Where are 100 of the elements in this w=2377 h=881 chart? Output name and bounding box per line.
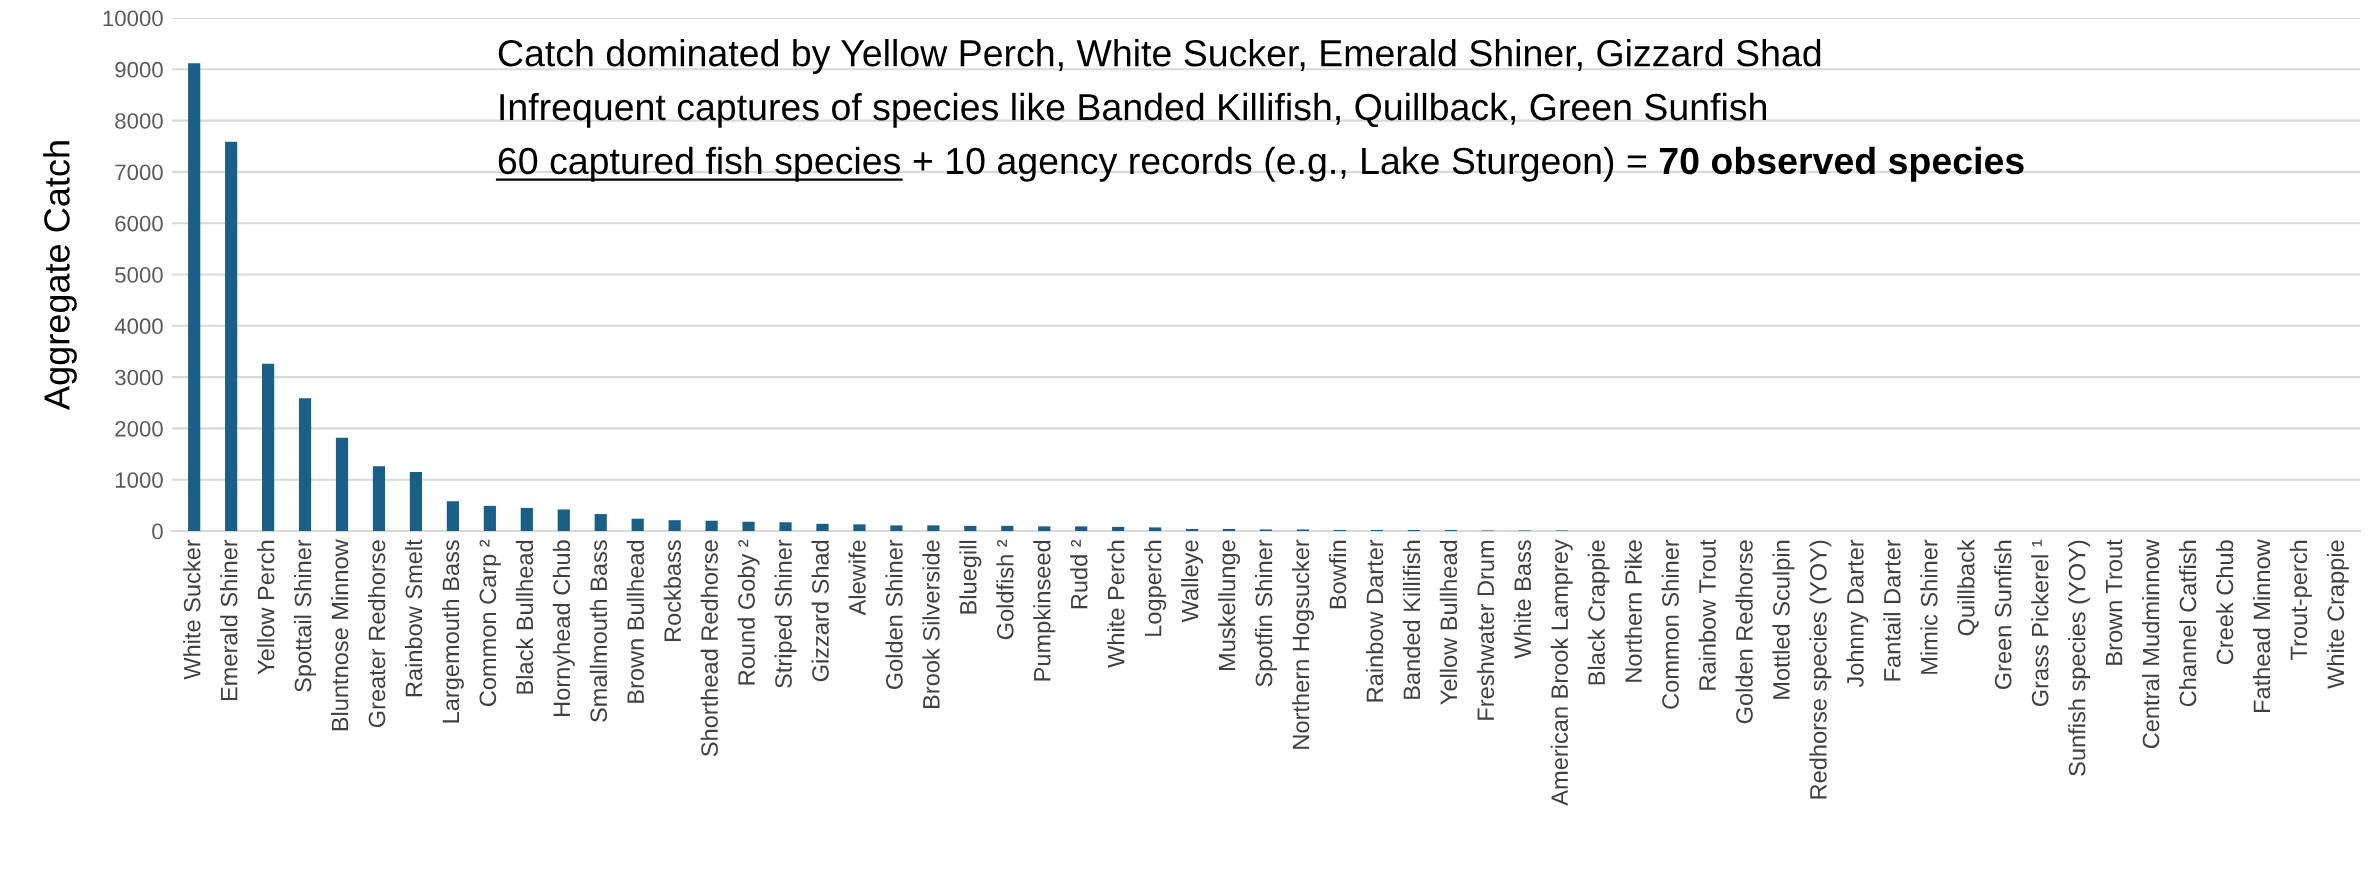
x-tick-label: White Crappie bbox=[2326, 540, 2349, 689]
bar bbox=[927, 525, 940, 531]
y-tick-label: 5000 bbox=[115, 267, 163, 283]
x-tick-label: Largemouth Bass bbox=[441, 540, 464, 723]
x-tick-label: Mottled Sculpin bbox=[1772, 540, 1795, 699]
bar bbox=[520, 507, 533, 531]
x-tick-label: Northern Hogsucker bbox=[1291, 539, 1314, 749]
x-tick-label: Brown Trout bbox=[2105, 539, 2123, 665]
bar bbox=[188, 63, 201, 531]
x-tick-label: American Brook Lamprey bbox=[1550, 539, 1573, 806]
x-tick-label: Smallmouth Bass bbox=[589, 540, 608, 722]
x-tick-label: Round Goby ² bbox=[737, 539, 760, 685]
x-tick-label: White Sucker bbox=[183, 539, 201, 680]
x-tick-label: Rudd ² bbox=[1070, 539, 1088, 609]
bar bbox=[372, 466, 386, 531]
bar bbox=[409, 472, 423, 531]
x-tick-label: Greater Redhorse bbox=[367, 540, 386, 728]
x-tick-label: Golden Redhorse bbox=[1735, 540, 1753, 724]
bar bbox=[335, 437, 349, 531]
annotation: + 10 agency records (e.g., Lake Sturgeon) = bbox=[913, 146, 1646, 182]
x-tick-label: Fantail Darter bbox=[1883, 539, 1901, 681]
annotation: 60 captured fish species bbox=[498, 146, 900, 182]
x-tick-label: Spottail Shiner bbox=[294, 539, 317, 692]
bar bbox=[890, 525, 903, 531]
bar bbox=[1075, 526, 1088, 531]
y-tick-label: 0 bbox=[152, 523, 163, 540]
y-tick-label: 4000 bbox=[114, 318, 163, 335]
x-tick-label: Bluntnose Minnow bbox=[331, 539, 349, 731]
x-tick-label: Redhorse species (YOY) bbox=[1809, 540, 1832, 799]
y-tick-label: 7000 bbox=[115, 164, 163, 181]
x-tick-label: Trout-perch bbox=[2289, 540, 2312, 660]
x-tick-label: White Perch bbox=[1107, 540, 1125, 668]
x-tick-label: Spotfin Shiner bbox=[1254, 539, 1278, 687]
bar bbox=[1038, 526, 1051, 531]
x-tick-label: Pumpkinseed bbox=[1033, 540, 1056, 681]
x-tick-label: Logperch bbox=[1144, 540, 1167, 636]
bar bbox=[742, 521, 755, 531]
annotation: Catch dominated by Yellow Perch, White Sucker, Emerald Shiner, Gizzard Shad bbox=[498, 39, 1821, 74]
bar bbox=[1112, 526, 1125, 531]
bar bbox=[705, 520, 718, 531]
bar bbox=[816, 523, 829, 531]
x-tick-label: Gizzard Shad bbox=[811, 540, 829, 682]
x-tick-label: Common Shiner bbox=[1661, 539, 1679, 709]
x-tick-label: Banded Killifish bbox=[1402, 540, 1421, 699]
x-tick-label: Walleye bbox=[1181, 540, 1204, 623]
bar bbox=[631, 518, 644, 531]
bar bbox=[594, 514, 607, 531]
x-tick-label: Green Sunfish bbox=[1994, 540, 2012, 690]
y-tick-label: 1000 bbox=[115, 472, 163, 488]
x-tick-label: Hornyhead Chub bbox=[552, 540, 575, 716]
x-tick-label: Goldfish ² bbox=[996, 539, 1014, 640]
y-tick-label: 2000 bbox=[115, 420, 163, 437]
x-tick-label: Striped Shiner bbox=[774, 539, 797, 688]
bar bbox=[557, 509, 570, 531]
bar bbox=[964, 525, 977, 531]
bar bbox=[262, 363, 275, 531]
bar bbox=[1185, 528, 1199, 531]
x-tick-label: Rainbow Smelt bbox=[404, 539, 423, 697]
x-tick-label: Fathead Minnow bbox=[2252, 539, 2271, 712]
x-tick-label: Quillback bbox=[1957, 539, 1979, 636]
bar bbox=[668, 520, 681, 531]
bar bbox=[446, 501, 459, 531]
x-tick-label: Sunfish species (YOY) bbox=[2068, 540, 2091, 776]
x-tick-label: Northern Pike bbox=[1624, 540, 1642, 682]
x-tick-label: Creek Chub bbox=[2215, 540, 2234, 665]
x-tick-label: Grass Pickerel ¹ bbox=[2031, 539, 2049, 707]
bar bbox=[1001, 525, 1014, 531]
x-tick-label: White Bass bbox=[1513, 540, 1532, 659]
y-tick-label: 10000 bbox=[103, 10, 163, 27]
bar bbox=[779, 522, 792, 531]
x-tick-label: Mimic Shiner bbox=[1920, 539, 1938, 674]
annotation: 70 observed species bbox=[1659, 146, 2024, 182]
bar bbox=[225, 141, 238, 531]
bar bbox=[483, 505, 496, 531]
x-tick-label: Johnny Darter bbox=[1846, 539, 1869, 688]
x-tick-label: Freshwater Drum bbox=[1476, 540, 1495, 720]
x-tick-label: Bowfin bbox=[1328, 540, 1347, 609]
x-tick-label: Common Carp ² bbox=[479, 539, 501, 707]
y-tick-label: 8000 bbox=[115, 113, 163, 129]
bar bbox=[298, 398, 312, 531]
x-tick-label: Rainbow Trout bbox=[1698, 539, 1716, 690]
x-tick-label: Central Mudminnow bbox=[2142, 539, 2160, 749]
y-tick-label: 3000 bbox=[115, 369, 163, 386]
x-tick-label: Black Crappie bbox=[1587, 540, 1610, 685]
y-tick-label: 6000 bbox=[115, 215, 163, 232]
x-tick-label: Alewife bbox=[848, 540, 866, 616]
y-axis-title: Aggregate Catch bbox=[43, 141, 77, 410]
x-tick-label: Yellow Bullhead bbox=[1439, 540, 1458, 705]
x-tick-label: Shorthead Redhorse bbox=[700, 540, 718, 757]
x-tick-label: Channel Catfish bbox=[2178, 540, 2197, 707]
x-tick-label: Yellow Perch bbox=[257, 540, 275, 675]
x-tick-label: Golden Shiner bbox=[885, 539, 903, 690]
x-tick-label: Rockbass bbox=[663, 540, 681, 642]
bar bbox=[1222, 528, 1236, 531]
bar bbox=[1149, 527, 1162, 531]
y-tick-label: 9000 bbox=[115, 61, 163, 78]
x-tick-label: Bluegill bbox=[959, 540, 982, 614]
bar bbox=[853, 524, 866, 531]
x-tick-label: Brown Bullhead bbox=[626, 540, 645, 703]
annotation: Infrequent captures of species like Banded Killifish, Quillback, Green Sunfish bbox=[500, 92, 1767, 128]
